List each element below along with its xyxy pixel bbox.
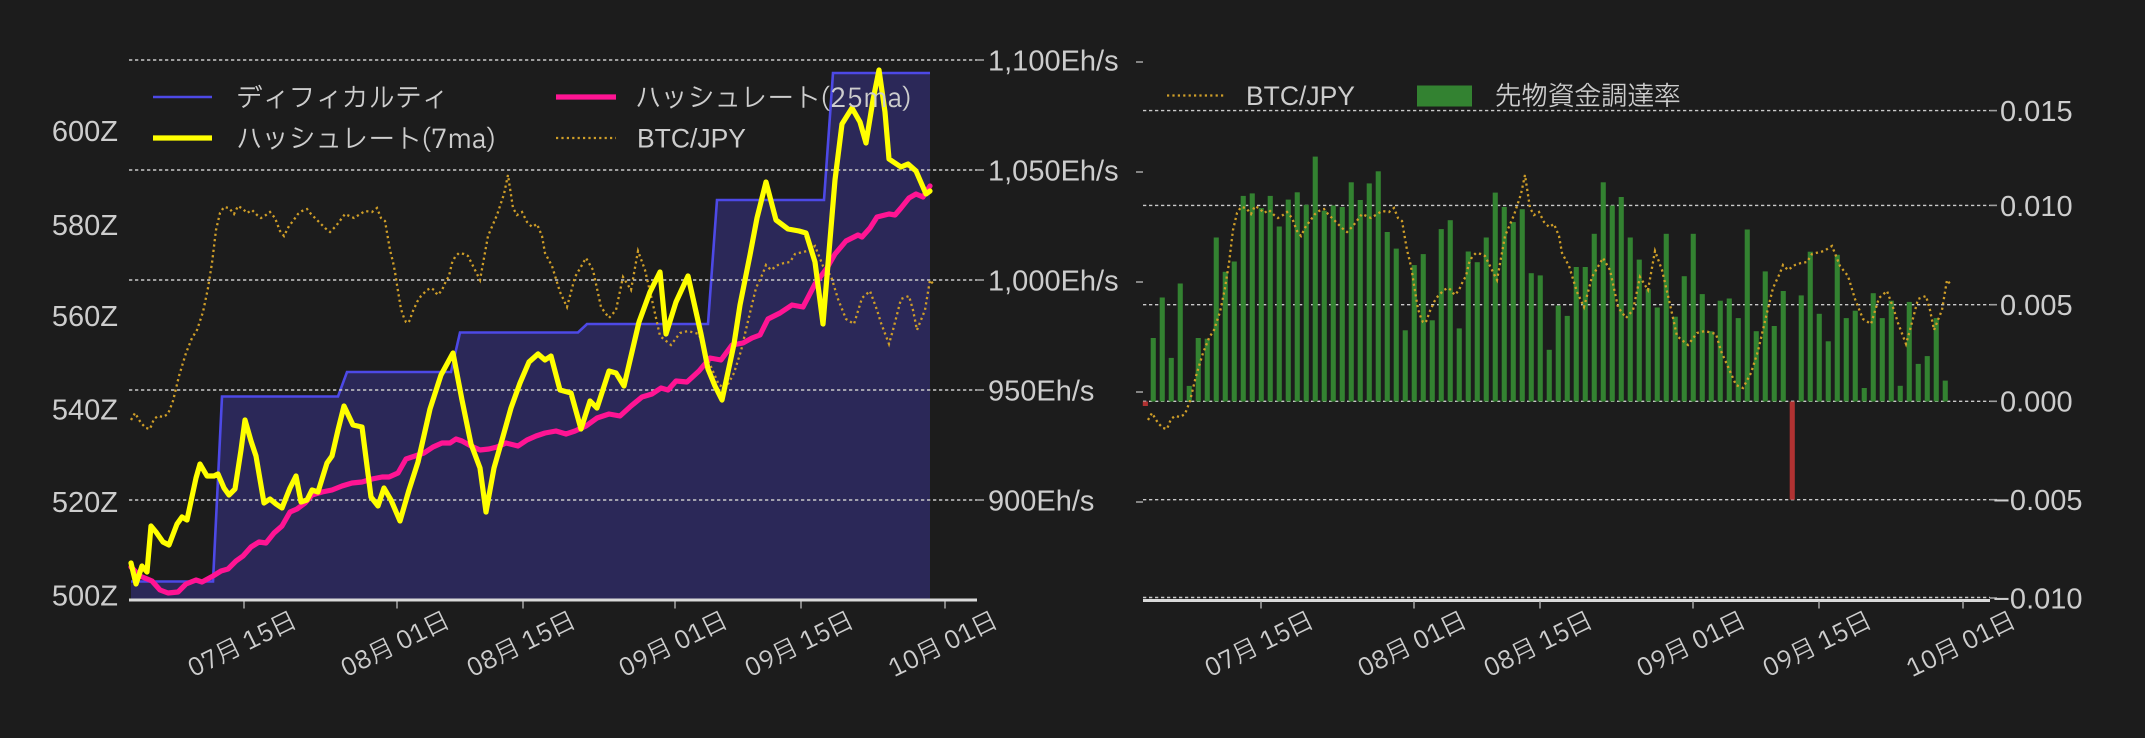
svg-text:600Z: 600Z (52, 116, 118, 148)
svg-text:−0.010: −0.010 (1993, 583, 2083, 615)
svg-text:950Eh/s: 950Eh/s (988, 375, 1094, 407)
svg-text:0.000: 0.000 (2000, 387, 2073, 419)
svg-text:900Eh/s: 900Eh/s (988, 485, 1094, 517)
svg-text:BTC/JPY: BTC/JPY (1246, 81, 1355, 111)
svg-text:540Z: 540Z (52, 395, 118, 427)
svg-text:0.010: 0.010 (2000, 191, 2073, 223)
svg-text:0.015: 0.015 (2000, 96, 2073, 128)
svg-text:BTC/JPY: BTC/JPY (637, 124, 746, 154)
svg-text:−0.005: −0.005 (1993, 485, 2083, 517)
svg-text:580Z: 580Z (52, 210, 118, 242)
svg-text:1,100Eh/s: 1,100Eh/s (988, 45, 1119, 77)
svg-text:520Z: 520Z (52, 487, 118, 519)
svg-text:1,000Eh/s: 1,000Eh/s (988, 265, 1119, 297)
svg-text:560Z: 560Z (52, 301, 118, 333)
svg-text:0.005: 0.005 (2000, 290, 2073, 322)
svg-text:500Z: 500Z (52, 580, 118, 612)
svg-text:1,050Eh/s: 1,050Eh/s (988, 155, 1119, 187)
